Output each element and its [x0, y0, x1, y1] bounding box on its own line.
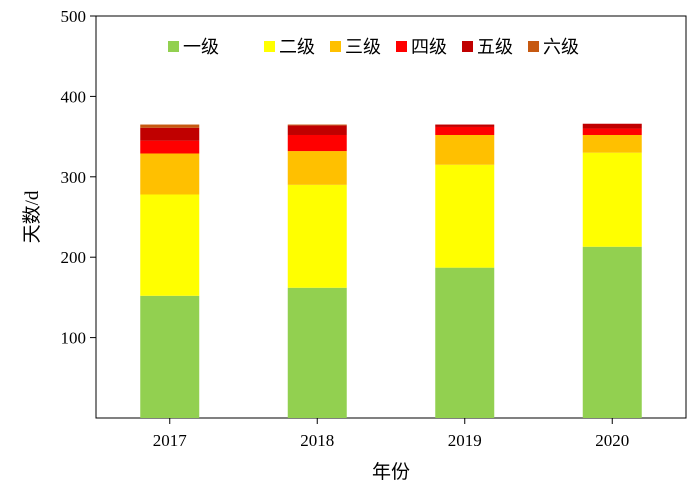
bar-segment — [140, 124, 200, 128]
bar-segment — [140, 194, 200, 296]
y-tick-label: 300 — [61, 168, 87, 187]
y-tick-label: 200 — [61, 248, 87, 267]
legend-item: 二级 — [264, 37, 315, 57]
bar-segment — [435, 124, 495, 127]
bar-segment — [435, 267, 495, 418]
bar-segment — [287, 125, 347, 135]
bar-segment — [140, 140, 200, 154]
legend-label: 六级 — [543, 37, 579, 57]
bar-segment — [582, 128, 642, 135]
x-tick-label: 2019 — [448, 431, 482, 450]
x-tick-label: 2020 — [595, 431, 629, 450]
y-tick-label: 500 — [61, 7, 87, 26]
legend-label: 五级 — [477, 37, 513, 57]
y-tick-label: 400 — [61, 87, 87, 106]
bar-segment — [287, 124, 347, 126]
legend-swatch — [462, 41, 473, 52]
legend-swatch — [168, 41, 179, 52]
legend-swatch — [396, 41, 407, 52]
legend-item: 一级 — [168, 37, 219, 57]
bar-segment — [435, 134, 495, 165]
bar-segment — [435, 164, 495, 268]
plot-frame — [95, 15, 687, 419]
plot-area — [95, 15, 687, 419]
legend-item: 五级 — [462, 37, 513, 57]
legend-label: 三级 — [345, 37, 381, 57]
legend: 一级 二级 三级 四级 五级 六级 — [168, 37, 579, 57]
y-tick-label: 100 — [61, 329, 87, 348]
bar-segment — [582, 246, 642, 418]
bar-segment — [140, 127, 200, 141]
x-tick-label: 2018 — [300, 431, 334, 450]
legend-item: 三级 — [330, 37, 381, 57]
bar-segment — [582, 152, 642, 247]
legend-swatch — [330, 41, 341, 52]
bar-segment — [140, 295, 200, 418]
x-tick-label: 2017 — [153, 431, 188, 450]
bar-segment — [582, 123, 642, 129]
legend-swatch — [528, 41, 539, 52]
legend-item: 四级 — [396, 37, 447, 57]
bar-segment — [140, 153, 200, 195]
bar-segment — [287, 287, 347, 418]
legend-label: 二级 — [279, 37, 315, 57]
bar-segment — [287, 151, 347, 185]
x-axis-title: 年份 — [372, 461, 410, 483]
legend-label: 四级 — [411, 37, 447, 57]
bar-segment — [435, 126, 495, 135]
legend-label: 一级 — [183, 37, 219, 57]
legend-swatch — [264, 41, 275, 52]
bar-segment — [287, 134, 347, 152]
y-axis-title: 天数/d — [21, 190, 43, 243]
y-axis: 100 200 300 400 500 — [61, 7, 96, 348]
legend-item: 六级 — [528, 37, 579, 57]
bar-segment — [287, 184, 347, 288]
bar-segment — [582, 134, 642, 153]
x-axis: 2017 2018 2019 2020 — [153, 418, 629, 450]
